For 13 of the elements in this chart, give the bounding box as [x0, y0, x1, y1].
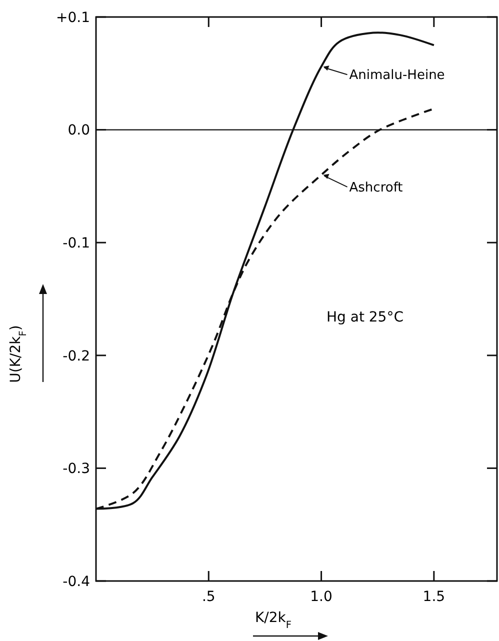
annotation: Hg at 25°C [326, 310, 404, 326]
y-tick-label: -0.4 [62, 574, 90, 590]
y-tick-label: 0.0 [68, 122, 90, 139]
y-tick-label: -0.2 [62, 348, 90, 364]
y-tick-label: +0.1 [56, 10, 90, 26]
annotation: Animalu-Heine [349, 68, 445, 84]
y-tick-label: -0.3 [62, 461, 90, 478]
x-tick-label: 1.5 [422, 589, 446, 605]
annotation: Ashcroft [349, 180, 403, 196]
x-tick-label: .5 [202, 589, 216, 605]
y-tick-label: -0.1 [62, 236, 90, 252]
x-tick-label: 1.0 [310, 589, 332, 605]
x-axis-title: K/2k$_{F}$ [255, 610, 292, 630]
